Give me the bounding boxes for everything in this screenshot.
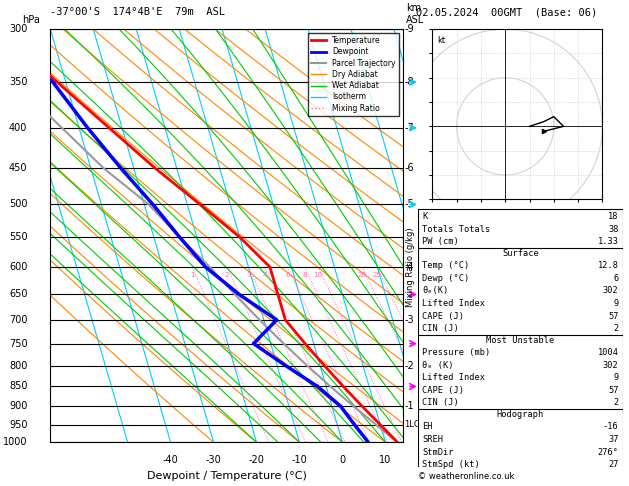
Text: -2: -2	[404, 361, 414, 371]
Text: -7: -7	[404, 123, 414, 133]
Text: 37: 37	[608, 435, 619, 444]
Text: Temp (°C): Temp (°C)	[423, 261, 470, 270]
Text: 57: 57	[608, 312, 619, 320]
Text: -10: -10	[292, 455, 308, 465]
Text: 02.05.2024  00GMT  (Base: 06): 02.05.2024 00GMT (Base: 06)	[416, 7, 598, 17]
Text: 57: 57	[608, 386, 619, 395]
Text: 500: 500	[9, 199, 28, 209]
Text: 400: 400	[9, 123, 28, 133]
Text: Lifted Index: Lifted Index	[423, 299, 486, 308]
Text: 10: 10	[314, 272, 323, 278]
Text: CIN (J): CIN (J)	[423, 399, 459, 407]
Text: -16: -16	[603, 422, 619, 432]
Text: θₑ(K): θₑ(K)	[423, 286, 448, 295]
Text: 1000: 1000	[3, 437, 28, 447]
Text: SREH: SREH	[423, 435, 443, 444]
Text: -8: -8	[404, 77, 414, 87]
Text: StmDir: StmDir	[423, 448, 454, 456]
Text: 300: 300	[9, 24, 28, 34]
Text: CAPE (J): CAPE (J)	[423, 312, 464, 320]
Text: 30: 30	[465, 455, 477, 465]
Text: 27: 27	[608, 460, 619, 469]
Text: kt: kt	[437, 36, 445, 45]
Text: 38: 38	[608, 225, 619, 234]
Text: -30: -30	[206, 455, 221, 465]
Text: Totals Totals: Totals Totals	[423, 225, 491, 234]
Text: 0: 0	[340, 455, 345, 465]
Text: PW (cm): PW (cm)	[423, 237, 459, 246]
Text: 650: 650	[9, 290, 28, 299]
Text: km
ASL: km ASL	[406, 3, 425, 25]
Text: 1.33: 1.33	[598, 237, 619, 246]
Text: 20: 20	[358, 272, 367, 278]
Text: CAPE (J): CAPE (J)	[423, 386, 464, 395]
Text: 450: 450	[9, 163, 28, 174]
Text: 276°: 276°	[598, 448, 619, 456]
Text: 9: 9	[613, 299, 619, 308]
Text: 2: 2	[225, 272, 230, 278]
Text: 600: 600	[9, 262, 28, 272]
Text: EH: EH	[423, 422, 433, 432]
Text: 9: 9	[613, 373, 619, 382]
Text: 750: 750	[9, 339, 28, 348]
Text: -20: -20	[248, 455, 264, 465]
FancyBboxPatch shape	[418, 335, 623, 412]
Text: -1: -1	[404, 401, 414, 411]
Text: -5: -5	[404, 199, 414, 209]
Legend: Temperature, Dewpoint, Parcel Trajectory, Dry Adiabat, Wet Adiabat, Isotherm, Mi: Temperature, Dewpoint, Parcel Trajectory…	[308, 33, 399, 116]
Text: hPa: hPa	[22, 15, 40, 25]
Text: StmSpd (kt): StmSpd (kt)	[423, 460, 480, 469]
Text: 6: 6	[286, 272, 290, 278]
Text: 1: 1	[190, 272, 194, 278]
Text: Dewpoint / Temperature (°C): Dewpoint / Temperature (°C)	[147, 471, 306, 481]
Text: θₑ (K): θₑ (K)	[423, 361, 454, 370]
Text: -9: -9	[404, 24, 414, 34]
FancyBboxPatch shape	[418, 209, 623, 251]
Text: Most Unstable: Most Unstable	[486, 336, 555, 345]
Text: 2: 2	[613, 324, 619, 333]
FancyBboxPatch shape	[418, 409, 623, 473]
Text: Lifted Index: Lifted Index	[423, 373, 486, 382]
Text: 2: 2	[613, 399, 619, 407]
Text: 8: 8	[303, 272, 307, 278]
Text: 10: 10	[379, 455, 391, 465]
Text: 800: 800	[9, 361, 28, 371]
Text: CIN (J): CIN (J)	[423, 324, 459, 333]
Text: 302: 302	[603, 361, 619, 370]
Text: -3: -3	[404, 315, 414, 325]
Text: Mixing Ratio (g/kg): Mixing Ratio (g/kg)	[406, 227, 415, 307]
Text: 850: 850	[9, 382, 28, 392]
Text: -6: -6	[404, 163, 414, 174]
Text: 40: 40	[508, 455, 520, 465]
Text: 25: 25	[372, 272, 381, 278]
Text: Pressure (mb): Pressure (mb)	[423, 348, 491, 357]
Text: Hodograph: Hodograph	[497, 411, 544, 419]
Text: Dewp (°C): Dewp (°C)	[423, 274, 470, 283]
Text: 350: 350	[9, 77, 28, 87]
Text: © weatheronline.co.uk: © weatheronline.co.uk	[418, 472, 515, 481]
Text: K: K	[423, 212, 428, 221]
Text: 6: 6	[613, 274, 619, 283]
Text: 700: 700	[9, 315, 28, 325]
Text: 20: 20	[422, 455, 435, 465]
Text: -40: -40	[163, 455, 179, 465]
Text: 3: 3	[247, 272, 251, 278]
Text: 1004: 1004	[598, 348, 619, 357]
FancyBboxPatch shape	[418, 248, 623, 337]
Text: 4: 4	[262, 272, 267, 278]
Text: -37°00'S  174°4B'E  79m  ASL: -37°00'S 174°4B'E 79m ASL	[50, 7, 225, 17]
Text: 1LCL: 1LCL	[404, 420, 425, 429]
Text: 950: 950	[9, 419, 28, 430]
Text: -4: -4	[404, 262, 414, 272]
Text: 900: 900	[9, 401, 28, 411]
Text: 302: 302	[603, 286, 619, 295]
Text: 12.8: 12.8	[598, 261, 619, 270]
Text: Surface: Surface	[502, 249, 539, 258]
Text: 550: 550	[9, 232, 28, 242]
Text: 18: 18	[608, 212, 619, 221]
